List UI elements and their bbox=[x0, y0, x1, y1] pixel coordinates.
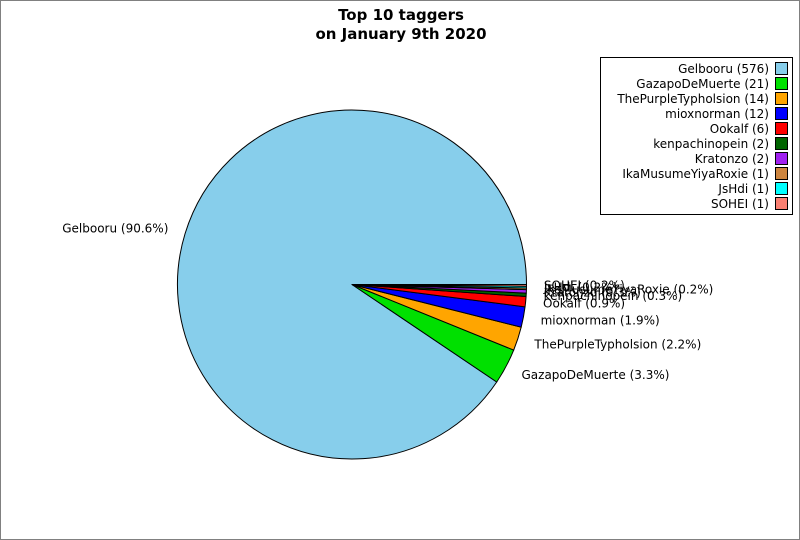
legend-swatch-IkaMusumeYiyaRoxie bbox=[775, 167, 788, 180]
legend-item-kenpachinopein: kenpachinopein (2) bbox=[601, 136, 792, 151]
pie-label-SOHEI: SOHEI (0.2%) bbox=[544, 279, 625, 293]
legend-label-mioxnorman: mioxnorman (12) bbox=[665, 106, 769, 121]
legend-swatch-mioxnorman bbox=[775, 107, 788, 120]
legend-item-ThePurpleTypholsion: ThePurpleTypholsion (14) bbox=[601, 91, 792, 106]
legend-swatch-Gelbooru bbox=[775, 62, 788, 75]
chart-title: Top 10 taggers on January 9th 2020 bbox=[1, 6, 799, 44]
legend-label-GazapoDeMuerte: GazapoDeMuerte (21) bbox=[636, 76, 769, 91]
legend-swatch-Ookalf bbox=[775, 122, 788, 135]
legend-label-ThePurpleTypholsion: ThePurpleTypholsion (14) bbox=[617, 91, 769, 106]
pie-label-IkaMusumeYiyaRoxie: IkaMusumeYiyaRoxie (0.2%) bbox=[544, 282, 713, 296]
legend-label-Gelbooru: Gelbooru (576) bbox=[678, 61, 769, 76]
chart-title-line1: Top 10 taggers bbox=[338, 6, 464, 24]
legend: Gelbooru (576) GazapoDeMuerte (21) ThePurp… bbox=[600, 57, 793, 215]
legend-label-Kratonzo: Kratonzo (2) bbox=[694, 151, 769, 166]
legend-swatch-Kratonzo bbox=[775, 152, 788, 165]
legend-label-IkaMusumeYiyaRoxie: IkaMusumeYiyaRoxie (1) bbox=[622, 166, 769, 181]
pie-label-JsHdi: JsHdi (0.2%) bbox=[543, 281, 617, 295]
legend-item-IkaMusumeYiyaRoxie: IkaMusumeYiyaRoxie (1) bbox=[601, 166, 792, 181]
legend-item-Gelbooru: Gelbooru (576) bbox=[601, 61, 792, 76]
legend-label-JsHdi: JsHdi (1) bbox=[718, 181, 769, 196]
legend-item-Kratonzo: Kratonzo (2) bbox=[601, 151, 792, 166]
legend-item-JsHdi: JsHdi (1) bbox=[601, 181, 792, 196]
pie-label-Kratonzo: Kratonzo (0.3%) bbox=[544, 285, 641, 299]
legend-label-Ookalf: Ookalf (6) bbox=[709, 121, 769, 136]
pie-label-ThePurpleTypholsion: ThePurpleTypholsion (2.2%) bbox=[533, 337, 701, 351]
legend-item-SOHEI: SOHEI (1) bbox=[601, 196, 792, 211]
legend-item-GazapoDeMuerte: GazapoDeMuerte (21) bbox=[601, 76, 792, 91]
pie-label-mioxnorman: mioxnorman (1.9%) bbox=[541, 314, 660, 328]
pie-label-Ookalf: Ookalf (0.9%) bbox=[543, 297, 625, 311]
legend-swatch-SOHEI bbox=[775, 197, 788, 210]
legend-swatch-JsHdi bbox=[775, 182, 788, 195]
pie-slice-SOHEI bbox=[351, 284, 527, 287]
pie-label-Gelbooru: Gelbooru (90.6%) bbox=[62, 222, 168, 236]
pie-label-GazapoDeMuerte: GazapoDeMuerte (3.3%) bbox=[522, 368, 670, 382]
legend-swatch-GazapoDeMuerte bbox=[775, 77, 788, 90]
legend-item-Ookalf: Ookalf (6) bbox=[601, 121, 792, 136]
legend-swatch-ThePurpleTypholsion bbox=[775, 92, 788, 105]
legend-swatch-kenpachinopein bbox=[775, 137, 788, 150]
legend-label-SOHEI: SOHEI (1) bbox=[710, 196, 769, 211]
chart-title-line2: on January 9th 2020 bbox=[315, 25, 487, 43]
legend-label-kenpachinopein: kenpachinopein (2) bbox=[653, 136, 769, 151]
legend-item-mioxnorman: mioxnorman (12) bbox=[601, 106, 792, 121]
pie-label-kenpachinopein: kenpachinopein (0.3%) bbox=[544, 289, 683, 303]
